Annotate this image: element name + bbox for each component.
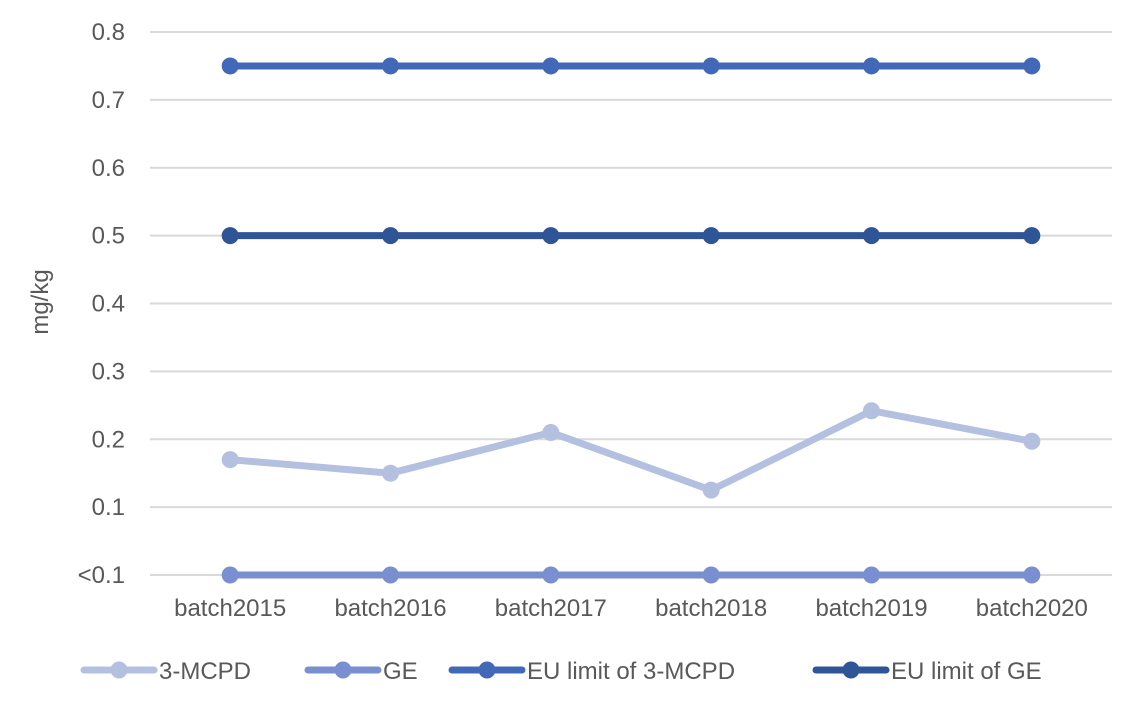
data-point	[221, 451, 239, 469]
data-point	[702, 566, 720, 584]
data-point	[863, 57, 880, 75]
data-point	[542, 57, 560, 75]
legend-label: GE	[383, 658, 418, 685]
data-point	[542, 423, 560, 441]
data-point	[863, 402, 880, 420]
legend-swatch-marker	[334, 661, 352, 679]
legend-label: EU limit of GE	[891, 658, 1042, 685]
data-point	[221, 227, 239, 245]
data-point	[863, 227, 880, 245]
y-tick-label: <0.1	[78, 562, 125, 589]
legend-swatch-marker	[110, 661, 128, 679]
data-point	[542, 566, 560, 584]
gridlines	[150, 31, 1112, 576]
series-eu-limit-of-ge	[221, 227, 1041, 245]
y-tick-label: 0.5	[92, 223, 125, 250]
data-point	[382, 227, 399, 245]
legend-item: EU limit of 3-MCPD	[448, 658, 735, 685]
data-point	[382, 566, 399, 584]
data-point	[863, 566, 880, 584]
data-point	[1023, 227, 1041, 245]
data-point	[221, 57, 239, 75]
legend-swatch-marker	[478, 661, 496, 679]
data-point	[1023, 566, 1041, 584]
series-line	[226, 407, 1036, 494]
data-point	[1023, 432, 1041, 450]
legend-item: EU limit of GE	[812, 658, 1042, 685]
y-tick-label: 0.1	[92, 494, 125, 521]
legend-swatch-marker	[842, 661, 860, 679]
series-lines	[221, 57, 1041, 584]
y-axis-ticks: <0.1 0.1 0.2 0.3 0.4 0.5 0.6 0.7 0.8	[78, 19, 125, 589]
y-tick-label: 0.4	[92, 291, 125, 318]
y-tick-label: 0.7	[92, 87, 125, 114]
legend-label: EU limit of 3-MCPD	[527, 658, 735, 685]
series-3-mcpd	[221, 402, 1041, 499]
y-tick-label: 0.8	[92, 19, 125, 46]
legend-item: GE	[304, 658, 418, 685]
series-eu-limit-of-3-mcpd	[221, 57, 1041, 75]
data-point	[221, 566, 239, 584]
x-tick-label: batch2018	[655, 595, 767, 622]
series-ge	[221, 566, 1041, 584]
data-point	[702, 227, 720, 245]
legend: 3-MCPD GE EU limit of 3-MCPD EU limit of GE	[80, 658, 1042, 685]
legend-item: 3-MCPD	[80, 658, 251, 685]
x-tick-label: batch2019	[815, 595, 927, 622]
y-axis-title: mg/kg	[27, 269, 54, 334]
x-tick-label: batch2015	[174, 595, 286, 622]
data-point	[1023, 57, 1041, 75]
y-tick-label: 0.3	[92, 358, 125, 385]
data-point	[382, 57, 399, 75]
y-tick-label: 0.2	[92, 426, 125, 453]
x-tick-label: batch2020	[976, 595, 1088, 622]
y-tick-label: 0.6	[92, 155, 125, 182]
data-point	[702, 481, 720, 499]
data-point	[382, 464, 399, 482]
x-tick-label: batch2016	[334, 595, 446, 622]
x-axis-ticks: batch2015 batch2016 batch2017 batch2018 batc…	[174, 595, 1088, 622]
legend-label: 3-MCPD	[159, 658, 251, 685]
data-point	[542, 227, 560, 245]
x-tick-label: batch2017	[495, 595, 607, 622]
data-point	[702, 57, 720, 75]
